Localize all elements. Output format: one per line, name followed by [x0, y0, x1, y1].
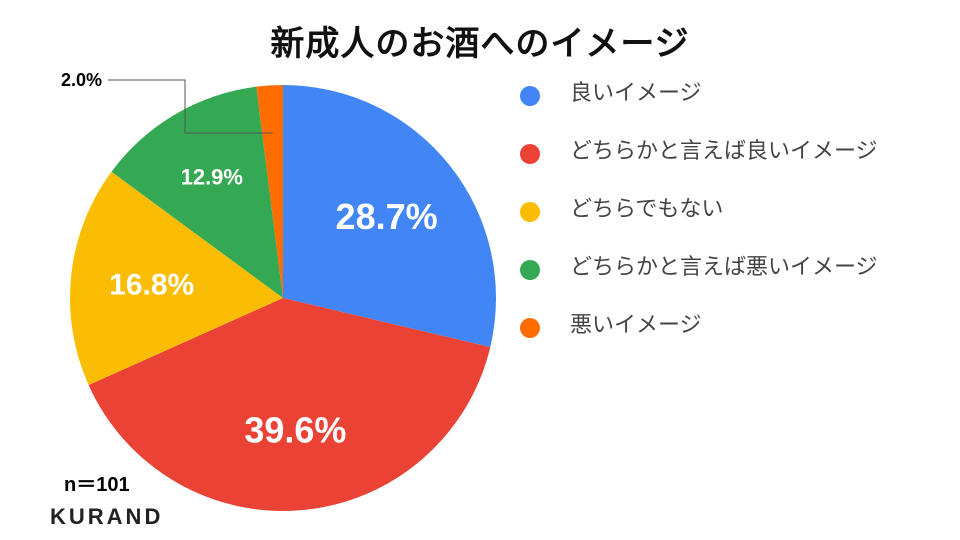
slice-label-somewhat-good: 39.6%: [244, 409, 346, 450]
pie-slice-good: [283, 85, 496, 348]
sample-size: n＝101: [64, 474, 130, 496]
legend-dot-somewhat-bad: [520, 260, 540, 280]
legend-dot-somewhat-good: [520, 144, 540, 164]
legend: 良いイメージ どちらかと言えば良いイメージ どちらでもない どちらかと言えば悪い…: [520, 80, 950, 370]
legend-item-somewhat-bad: どちらかと言えば悪いイメージ: [520, 254, 950, 312]
pie-slice-somewhat-good: [88, 298, 491, 511]
slice-label-somewhat-bad: 12.9%: [181, 165, 243, 190]
legend-label-neutral: どちらでもない: [570, 197, 724, 222]
legend-item-neutral: どちらでもない: [520, 196, 950, 254]
legend-label-somewhat-good: どちらかと言えば良いイメージ: [570, 139, 878, 164]
legend-dot-bad: [520, 318, 540, 338]
legend-label-bad: 悪いイメージ: [570, 313, 702, 338]
slice-label-neutral: 16.8%: [109, 269, 194, 302]
legend-label-good: 良いイメージ: [570, 81, 702, 106]
legend-item-somewhat-good: どちらかと言えば良いイメージ: [520, 138, 950, 196]
pie-slice-bad: [256, 85, 283, 298]
leader-line-bad: [108, 79, 273, 134]
legend-dot-good: [520, 86, 540, 106]
legend-dot-neutral: [520, 202, 540, 222]
pie-slice-somewhat-bad: [111, 86, 283, 299]
chart-title: 新成人のお酒へのイメージ: [270, 24, 690, 64]
brand-logo: KURAND: [50, 504, 164, 529]
legend-item-bad: 悪いイメージ: [520, 312, 950, 370]
slice-label-good: 28.7%: [336, 196, 438, 237]
legend-label-somewhat-bad: どちらかと言えば悪いイメージ: [570, 255, 878, 280]
slice-label-bad: 2.0%: [61, 70, 102, 90]
pie-slice-neutral: [70, 171, 283, 386]
legend-item-good: 良いイメージ: [520, 80, 950, 138]
